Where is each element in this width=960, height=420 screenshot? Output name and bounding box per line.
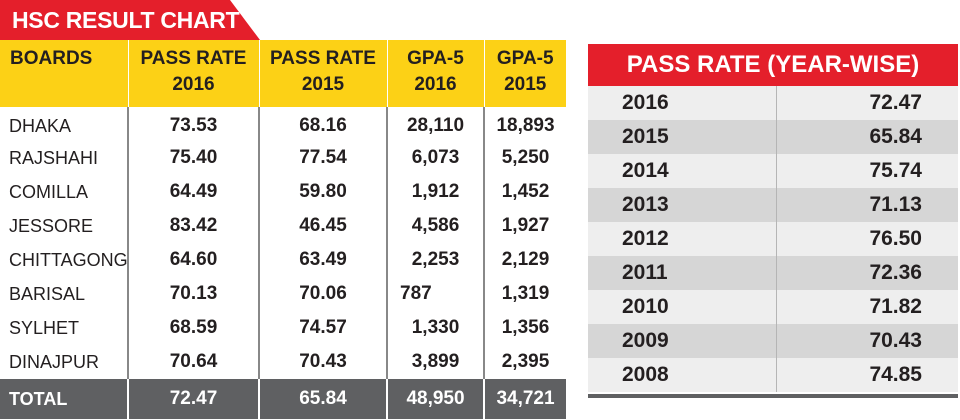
pass-rate-2016: 68.59 — [127, 311, 259, 345]
year: 2012 — [588, 222, 777, 256]
year: 2015 — [588, 120, 777, 154]
list-item: 2013 71.13 — [588, 188, 958, 222]
boards-table-header: BOARDS PASS RATE 2016 PASS RATE 2015 GPA-5… — [0, 40, 566, 107]
pass-rate-2015: 70.06 — [258, 277, 387, 311]
gpa5-2016: 4,586 — [386, 209, 484, 243]
header-boards: BOARDS — [10, 48, 93, 69]
gpa5-2015: 2,129 — [483, 243, 566, 277]
pass-rate-2015: 46.45 — [258, 209, 387, 243]
total-row: TOTAL 72.47 65.84 48,950 34,721 — [0, 379, 566, 419]
gpa5-2015: 1,927 — [483, 209, 566, 243]
pass-rate-2015: 77.54 — [258, 141, 387, 175]
pass-rate: 71.82 — [869, 295, 922, 318]
total-pass-rate-2015: 65.84 — [258, 379, 387, 419]
pass-rate: 72.47 — [869, 91, 922, 114]
pass-rate: 75.74 — [869, 159, 922, 182]
table-row: DINAJPUR 70.64 70.43 3,899 2,395 — [0, 345, 566, 379]
gpa5-2015: 18,893 — [483, 107, 566, 141]
pass-rate-2015: 70.43 — [258, 345, 387, 379]
pass-rate-2016: 83.42 — [127, 209, 259, 243]
list-item: 2012 76.50 — [588, 222, 958, 256]
gpa5-2016: 6,073 — [386, 141, 484, 175]
board-name: COMILLA — [9, 181, 89, 202]
header-gpa5-2016: GPA-5 2016 — [386, 40, 484, 107]
table-row: RAJSHAHI 75.40 77.54 6,073 5,250 — [0, 141, 566, 175]
table-row: COMILLA 64.49 59.80 1,912 1,452 — [0, 175, 566, 209]
gpa5-2015: 1,452 — [483, 175, 566, 209]
total-gpa5-2016: 48,950 — [386, 379, 484, 419]
year: 2011 — [588, 256, 777, 290]
yearwise-table: 2016 72.47 2015 65.84 2014 75.74 2013 71… — [588, 86, 958, 392]
year: 2009 — [588, 324, 777, 358]
year: 2014 — [588, 154, 777, 188]
year: 2016 — [588, 86, 777, 120]
table-row: JESSORE 83.42 46.45 4,586 1,927 — [0, 209, 566, 243]
pass-rate-2016: 64.49 — [127, 175, 259, 209]
pass-rate-2015: 63.49 — [258, 243, 387, 277]
pass-rate-2016: 73.53 — [127, 107, 259, 141]
total-pass-rate-2016: 72.47 — [127, 379, 259, 419]
gpa5-2016: 787 — [386, 277, 484, 311]
pass-rate: 71.13 — [869, 193, 922, 216]
pass-rate-2016: 75.40 — [127, 141, 259, 175]
gpa5-2015: 2,395 — [483, 345, 566, 379]
year: 2008 — [588, 358, 777, 392]
gpa5-2015: 1,356 — [483, 311, 566, 345]
board-name: SYLHET — [9, 317, 80, 338]
list-item: 2010 71.82 — [588, 290, 958, 324]
list-item: 2015 65.84 — [588, 120, 958, 154]
yearwise-title: PASS RATE (YEAR-WISE) — [588, 44, 958, 86]
total-label: TOTAL — [9, 388, 68, 409]
table-row: CHITTAGONG 64.60 63.49 2,253 2,129 — [0, 243, 566, 277]
list-item: 2014 75.74 — [588, 154, 958, 188]
pass-rate: 76.50 — [869, 227, 922, 250]
gpa5-2016: 3,899 — [386, 345, 484, 379]
list-item: 2009 70.43 — [588, 324, 958, 358]
header-pass-rate-2015: PASS RATE 2015 — [258, 40, 387, 107]
total-gpa5-2015: 34,721 — [483, 379, 566, 419]
pass-rate-2016: 70.13 — [127, 277, 259, 311]
board-name: CHITTAGONG — [9, 249, 128, 270]
chart-title: HSC RESULT CHART — [0, 0, 260, 40]
list-item: 2016 72.47 — [588, 86, 958, 120]
header-pass-rate-2016: PASS RATE 2016 — [127, 40, 259, 107]
board-name: DHAKA — [9, 115, 72, 136]
boards-table: BOARDS PASS RATE 2016 PASS RATE 2015 GPA-5… — [0, 40, 566, 419]
pass-rate-2016: 70.64 — [127, 345, 259, 379]
board-name: DINAJPUR — [9, 351, 100, 372]
pass-rate: 74.85 — [869, 363, 922, 386]
pass-rate: 65.84 — [869, 125, 922, 148]
gpa5-2015: 5,250 — [483, 141, 566, 175]
table-row: SYLHET 68.59 74.57 1,330 1,356 — [0, 311, 566, 345]
gpa5-2016: 2,253 — [386, 243, 484, 277]
gpa5-2015: 1,319 — [483, 277, 566, 311]
pass-rate-2015: 68.16 — [258, 107, 387, 141]
gpa5-2016: 1,330 — [386, 311, 484, 345]
yearwise-bottom-rule — [588, 394, 958, 398]
pass-rate-2015: 59.80 — [258, 175, 387, 209]
gpa5-2016: 28,110 — [386, 107, 484, 141]
year: 2013 — [588, 188, 777, 222]
table-row: BARISAL 70.13 70.06 787 1,319 — [0, 277, 566, 311]
header-gpa5-2015: GPA-5 2015 — [483, 40, 566, 107]
pass-rate-2016: 64.60 — [127, 243, 259, 277]
gpa5-2016: 1,912 — [386, 175, 484, 209]
table-row: DHAKA 73.53 68.16 28,110 18,893 — [0, 107, 566, 141]
board-name: BARISAL — [9, 283, 86, 304]
list-item: 2011 72.36 — [588, 256, 958, 290]
pass-rate: 70.43 — [869, 329, 922, 352]
pass-rate-2015: 74.57 — [258, 311, 387, 345]
board-name: RAJSHAHI — [9, 147, 99, 168]
list-item: 2008 74.85 — [588, 358, 958, 392]
board-name: JESSORE — [9, 215, 94, 236]
year: 2010 — [588, 290, 777, 324]
pass-rate: 72.36 — [869, 261, 922, 284]
